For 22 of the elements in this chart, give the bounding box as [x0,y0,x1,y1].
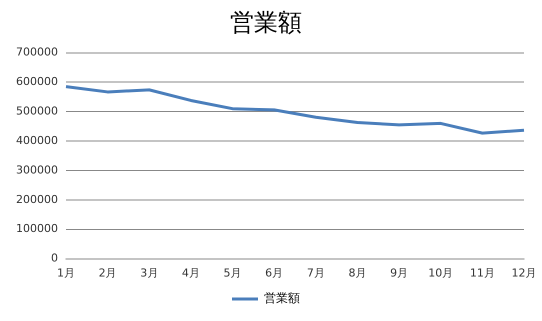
x-tick-label: 7月 [306,266,325,280]
x-tick-label: 11月 [470,266,495,280]
x-tick-label: 9月 [390,266,408,280]
x-tick-label: 6月 [265,266,284,280]
x-tick-label: 10月 [428,266,454,280]
y-tick-label: 300000 [16,163,58,176]
y-tick-label: 500000 [16,104,58,118]
y-tick-label: 400000 [16,134,58,147]
x-tick-label: 2月 [98,266,117,280]
legend-label: 営業額 [264,291,300,306]
y-tick-label: 700000 [16,46,58,59]
x-tick-label: 4月 [182,266,200,280]
x-tick-label: 12月 [512,266,536,280]
chart-title: 営業額 [230,8,302,37]
y-tick-label: 0 [50,252,58,265]
x-tick-label: 1月 [56,266,75,280]
x-tick-label: 3月 [140,266,158,280]
y-tick-label: 100000 [16,222,58,236]
x-tick-label: 8月 [348,266,366,280]
y-tick-label: 600000 [16,75,58,88]
x-tick-label: 5月 [224,266,242,280]
y-tick-label: 200000 [16,192,58,206]
